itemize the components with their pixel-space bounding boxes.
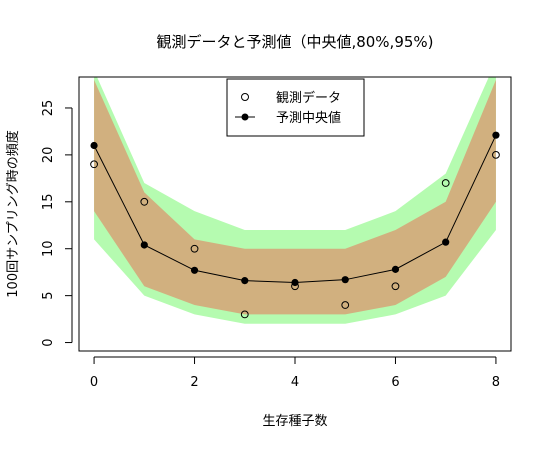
y-axis-label: 100回サンプリング時の頻度 — [5, 130, 21, 297]
chart-title: 観測データと予測値（中央値,80%,95%) — [156, 33, 433, 51]
predicted-median-point — [241, 277, 249, 285]
x-tick-label: 8 — [492, 375, 500, 390]
plot-frame — [78, 76, 512, 352]
observed-point — [140, 197, 149, 206]
legend-observed-label: 観測データ — [276, 90, 341, 106]
observed-point — [341, 301, 350, 309]
predicted-median-point — [140, 241, 148, 249]
predicted-median-point — [492, 131, 500, 139]
predicted-median-point — [341, 276, 349, 284]
observed-point — [441, 179, 450, 187]
observed-point — [391, 282, 400, 291]
observed-point — [190, 244, 199, 253]
observed-point — [291, 282, 299, 291]
x-tick-label: 2 — [190, 375, 198, 390]
y-tick-label: 10 — [41, 240, 56, 257]
y-tick-label: 0 — [41, 338, 56, 346]
predicted-median-point — [90, 141, 98, 150]
y-tick-label: 20 — [41, 147, 56, 164]
observed-point — [240, 310, 249, 319]
legend-predicted-label: 予測中央値 — [276, 110, 341, 126]
x-tick-label: 6 — [391, 375, 399, 390]
x-axis-label: 生存種子数 — [262, 413, 327, 429]
y-tick-label: 5 — [41, 291, 56, 299]
predicted-median-point — [190, 266, 199, 274]
legend-box — [226, 78, 365, 137]
band-80 — [94, 79, 496, 315]
x-axis: 0 2 4 6 8 — [90, 356, 500, 390]
predicted-median-point — [391, 265, 400, 273]
y-tick-label: 15 — [41, 194, 56, 211]
x-tick-label: 0 — [90, 375, 98, 390]
legend-observed-marker — [241, 93, 249, 101]
legend-predicted-marker — [241, 113, 249, 121]
observed-point — [90, 160, 98, 169]
legend: 観測データ 予測中央値 — [226, 78, 365, 137]
y-tick-label: 25 — [41, 100, 56, 117]
predicted-median-point — [442, 238, 450, 246]
y-axis: 0 5 10 15 20 25 — [41, 100, 73, 347]
x-tick-label: 4 — [291, 375, 299, 390]
observed-point — [492, 150, 500, 159]
